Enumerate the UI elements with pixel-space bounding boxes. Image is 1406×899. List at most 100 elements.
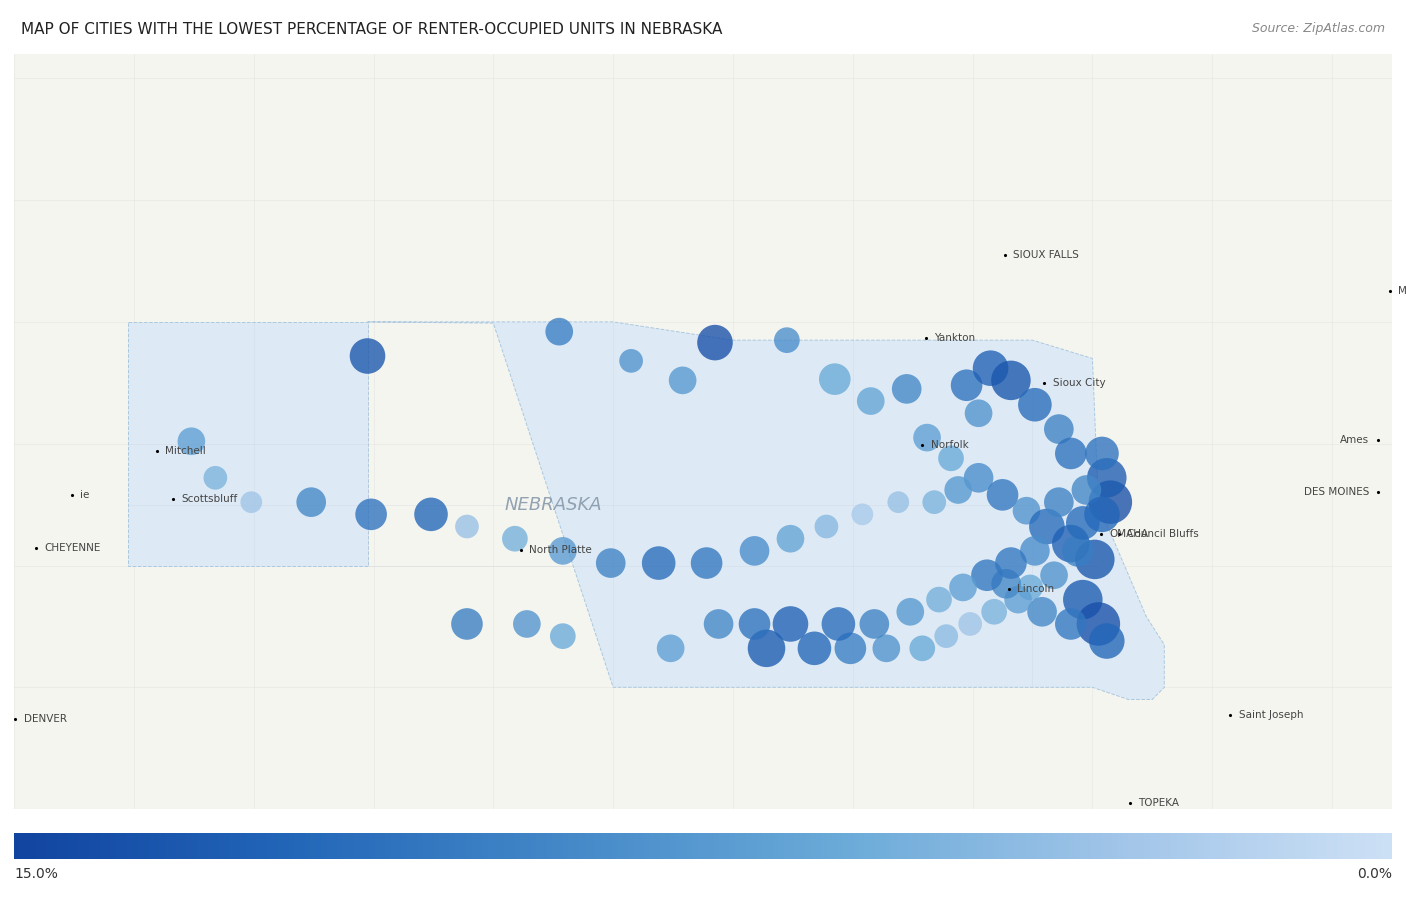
Point xyxy=(180,434,202,449)
Point xyxy=(935,629,957,644)
Point xyxy=(980,361,1002,376)
Text: 0.0%: 0.0% xyxy=(1357,867,1392,881)
Text: CHEYENNE: CHEYENNE xyxy=(44,544,100,554)
Point xyxy=(939,451,962,466)
Point xyxy=(360,507,382,521)
Point xyxy=(1095,634,1118,648)
Text: SIOUX FALLS: SIOUX FALLS xyxy=(1014,250,1080,260)
Point xyxy=(948,483,970,497)
Point xyxy=(204,470,226,485)
Point xyxy=(779,531,801,546)
Text: North Platte: North Platte xyxy=(529,545,592,555)
Point xyxy=(707,617,730,631)
Point xyxy=(516,617,538,631)
Point xyxy=(1099,495,1122,510)
Point xyxy=(420,507,443,521)
Point xyxy=(967,406,990,421)
Point xyxy=(967,470,990,485)
Point xyxy=(915,431,938,445)
Point xyxy=(875,641,897,655)
Point xyxy=(659,641,682,655)
Text: TOPEKA: TOPEKA xyxy=(1137,798,1178,808)
Text: Saint Joseph: Saint Joseph xyxy=(1239,710,1303,720)
Point xyxy=(898,605,921,619)
Point xyxy=(240,495,263,510)
Text: OMAHA: OMAHA xyxy=(1109,529,1149,539)
Point xyxy=(1091,446,1114,460)
Point xyxy=(1060,446,1083,460)
Point xyxy=(1019,580,1042,594)
Point xyxy=(815,520,838,534)
Point xyxy=(1015,503,1038,518)
Point xyxy=(991,487,1014,502)
Text: NEBRASKA: NEBRASKA xyxy=(505,495,602,513)
Point xyxy=(1031,605,1053,619)
Point xyxy=(744,544,766,558)
Point xyxy=(1043,568,1066,583)
Point xyxy=(551,629,574,644)
Point xyxy=(620,353,643,368)
Point xyxy=(1024,544,1046,558)
Point xyxy=(1024,397,1046,412)
Point xyxy=(955,378,977,393)
Point xyxy=(896,382,918,396)
Point xyxy=(911,641,934,655)
Point xyxy=(503,531,526,546)
Text: 15.0%: 15.0% xyxy=(14,867,58,881)
Point xyxy=(976,568,998,583)
Point xyxy=(1091,507,1114,521)
Point xyxy=(672,373,695,387)
Point xyxy=(1000,556,1022,570)
Point xyxy=(1067,544,1090,558)
Point xyxy=(803,641,825,655)
Text: Mas: Mas xyxy=(1398,287,1406,297)
Point xyxy=(647,556,669,570)
Point xyxy=(959,617,981,631)
Point xyxy=(779,617,801,631)
Point xyxy=(1095,470,1118,485)
Point xyxy=(704,335,727,350)
Point xyxy=(863,617,886,631)
Text: DES MOINES: DES MOINES xyxy=(1303,487,1369,497)
Point xyxy=(827,617,849,631)
Point xyxy=(1000,373,1022,387)
Point xyxy=(744,617,766,631)
Point xyxy=(1071,516,1094,530)
Point xyxy=(859,394,882,408)
Text: Council Bluffs: Council Bluffs xyxy=(1128,529,1199,539)
Point xyxy=(922,495,945,510)
Text: Scottsbluff: Scottsbluff xyxy=(181,494,238,503)
Text: Ames: Ames xyxy=(1340,435,1369,445)
Point xyxy=(548,325,571,339)
Point xyxy=(887,495,910,510)
Point xyxy=(983,605,1005,619)
Point xyxy=(456,520,478,534)
Point xyxy=(952,580,974,594)
Point xyxy=(551,544,574,558)
Point xyxy=(839,641,862,655)
Point xyxy=(599,556,621,570)
Point xyxy=(1047,422,1070,436)
Point xyxy=(995,576,1018,591)
Point xyxy=(1071,592,1094,607)
Point xyxy=(1076,483,1098,497)
Point xyxy=(356,349,378,363)
Point xyxy=(1036,520,1059,534)
Point xyxy=(299,495,322,510)
Polygon shape xyxy=(367,322,1164,699)
Point xyxy=(851,507,873,521)
Text: MAP OF CITIES WITH THE LOWEST PERCENTAGE OF RENTER-OCCUPIED UNITS IN NEBRASKA: MAP OF CITIES WITH THE LOWEST PERCENTAGE… xyxy=(21,22,723,38)
Point xyxy=(928,592,950,607)
Text: Norfolk: Norfolk xyxy=(931,440,969,450)
Polygon shape xyxy=(128,322,367,565)
Text: Source: ZipAtlas.com: Source: ZipAtlas.com xyxy=(1251,22,1385,35)
Point xyxy=(1084,552,1107,566)
Point xyxy=(824,372,846,387)
Point xyxy=(776,333,799,347)
Point xyxy=(1007,592,1029,607)
Point xyxy=(696,556,718,570)
Text: Yankton: Yankton xyxy=(934,333,976,343)
Text: ie: ie xyxy=(80,490,90,500)
Text: Mitchell: Mitchell xyxy=(165,446,205,456)
Text: Lincoln: Lincoln xyxy=(1017,583,1054,593)
